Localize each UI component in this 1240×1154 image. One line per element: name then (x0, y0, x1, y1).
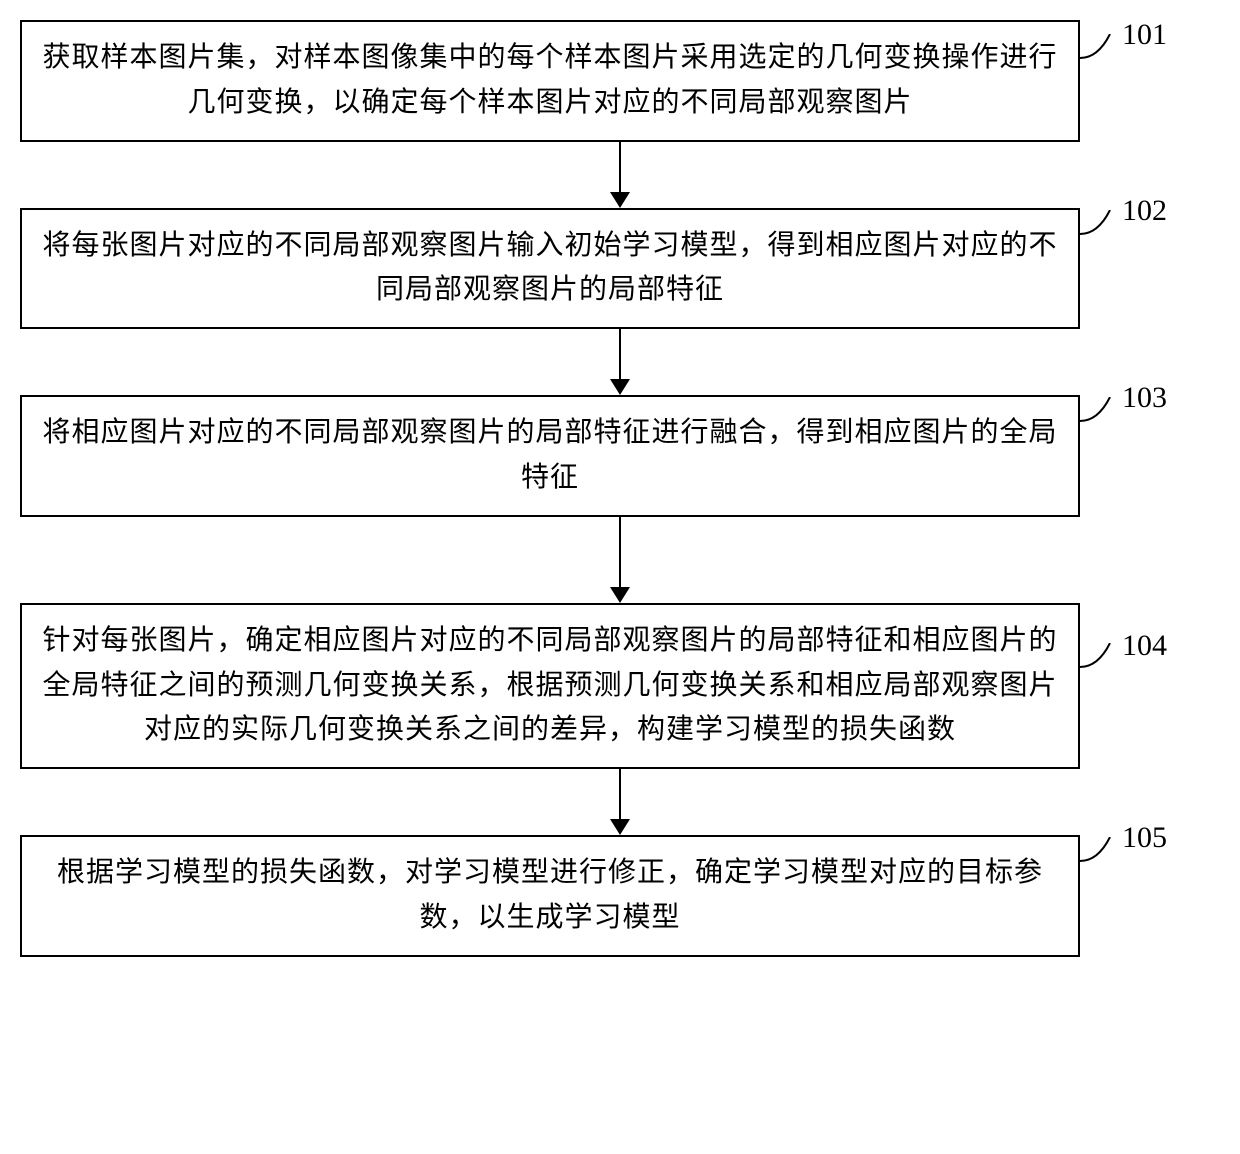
arrow-head-2 (610, 379, 630, 395)
step-label-3: 103 (1122, 383, 1167, 413)
step-row-3: 将相应图片对应的不同局部观察图片的局部特征进行融合，得到相应图片的全局特征 10… (20, 395, 1220, 517)
arrow-3 (610, 517, 630, 603)
arrow-1 (610, 142, 630, 208)
arrow-line-2 (619, 329, 621, 379)
step-text-1: 获取样本图片集，对样本图像集中的每个样本图片采用选定的几何变换操作进行几何变换，… (42, 42, 1057, 118)
step-box-5: 根据学习模型的损失函数，对学习模型进行修正，确定学习模型对应的目标参数，以生成学… (20, 835, 1080, 957)
step-row-4: 针对每张图片，确定相应图片对应的不同局部观察图片的局部特征和相应图片的全局特征之… (20, 603, 1220, 769)
arrow-4 (610, 769, 630, 835)
arrow-line-3 (619, 517, 621, 587)
step-box-1: 获取样本图片集，对样本图像集中的每个样本图片采用选定的几何变换操作进行几何变换，… (20, 20, 1080, 142)
step-label-5: 105 (1122, 823, 1167, 853)
step-text-4: 针对每张图片，确定相应图片对应的不同局部观察图片的局部特征和相应图片的全局特征之… (42, 625, 1057, 746)
arrow-container-2 (90, 329, 1150, 395)
step-row-5: 根据学习模型的损失函数，对学习模型进行修正，确定学习模型对应的目标参数，以生成学… (20, 835, 1220, 957)
step-text-3: 将相应图片对应的不同局部观察图片的局部特征进行融合，得到相应图片的全局特征 (42, 417, 1057, 493)
step-box-2: 将每张图片对应的不同局部观察图片输入初始学习模型，得到相应图片对应的不同局部观察… (20, 208, 1080, 330)
step-row-1: 获取样本图片集，对样本图像集中的每个样本图片采用选定的几何变换操作进行几何变换，… (20, 20, 1220, 142)
step-box-4: 针对每张图片，确定相应图片对应的不同局部观察图片的局部特征和相应图片的全局特征之… (20, 603, 1080, 769)
arrow-head-3 (610, 587, 630, 603)
arrow-head-1 (610, 192, 630, 208)
arrow-container-3 (90, 517, 1150, 603)
arrow-line-4 (619, 769, 621, 819)
step-box-3: 将相应图片对应的不同局部观察图片的局部特征进行融合，得到相应图片的全局特征 (20, 395, 1080, 517)
arrow-line-1 (619, 142, 621, 192)
arrow-container-1 (90, 142, 1150, 208)
step-text-2: 将每张图片对应的不同局部观察图片输入初始学习模型，得到相应图片对应的不同局部观察… (42, 230, 1057, 306)
step-row-2: 将每张图片对应的不同局部观察图片输入初始学习模型，得到相应图片对应的不同局部观察… (20, 208, 1220, 330)
arrow-container-4 (90, 769, 1150, 835)
arrow-head-4 (610, 819, 630, 835)
flowchart-container: 获取样本图片集，对样本图像集中的每个样本图片采用选定的几何变换操作进行几何变换，… (20, 20, 1220, 957)
step-label-1: 101 (1122, 20, 1167, 50)
step-label-4: 104 (1122, 631, 1167, 661)
step-label-2: 102 (1122, 196, 1167, 226)
arrow-2 (610, 329, 630, 395)
step-text-5: 根据学习模型的损失函数，对学习模型进行修正，确定学习模型对应的目标参数，以生成学… (57, 857, 1043, 933)
